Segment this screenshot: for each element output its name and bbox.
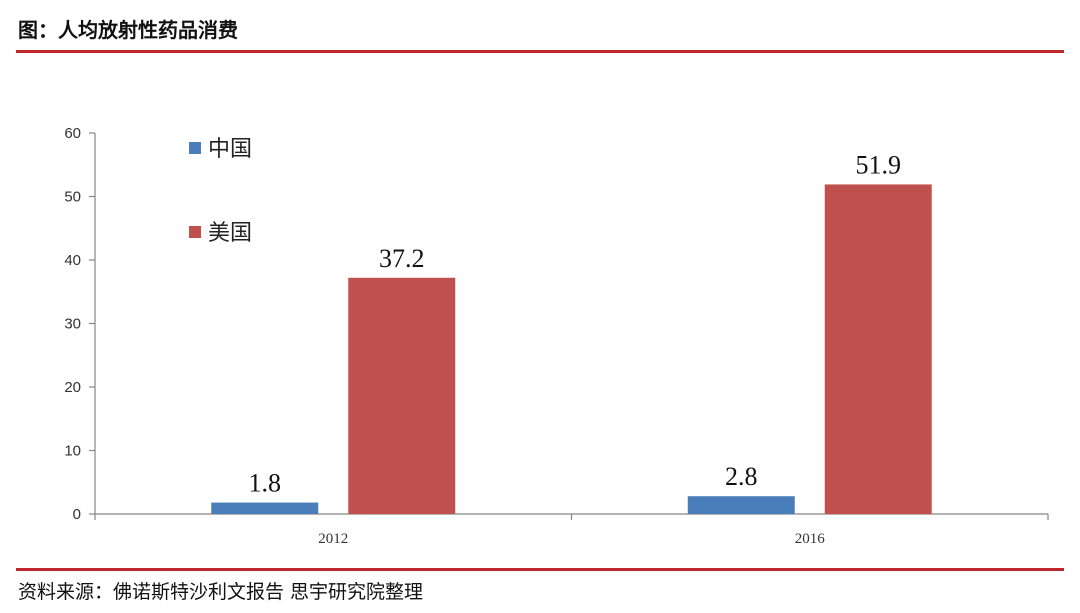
y-tick-label: 0: [73, 506, 81, 523]
y-tick-label: 60: [64, 125, 81, 142]
y-tick-label: 20: [64, 379, 81, 396]
footer-divider: [16, 568, 1064, 571]
page-title: 图：人均放射性药品消费: [18, 18, 238, 42]
source-note: 资料来源：佛诺斯特沙利文报告 思宇研究院整理: [18, 581, 424, 603]
legend-swatch: [189, 142, 201, 154]
data-label: 2.8: [725, 462, 758, 491]
data-label: 37.2: [379, 244, 425, 273]
legend-label: 中国: [208, 137, 252, 162]
x-tick-label: 2012: [318, 531, 348, 547]
legend-label: 美国: [208, 221, 252, 246]
bar: [211, 502, 319, 514]
x-tick-label: 2016: [795, 531, 826, 547]
y-tick-label: 50: [64, 189, 81, 206]
header-divider: [16, 50, 1064, 53]
legend-swatch: [189, 226, 201, 238]
y-tick-label: 40: [64, 252, 81, 269]
bar: [348, 277, 456, 514]
bar: [687, 496, 795, 514]
data-label: 1.8: [249, 469, 282, 498]
y-tick-label: 10: [64, 443, 81, 460]
bar: [824, 184, 932, 514]
data-label: 51.9: [856, 150, 902, 179]
y-tick-label: 30: [64, 316, 81, 333]
